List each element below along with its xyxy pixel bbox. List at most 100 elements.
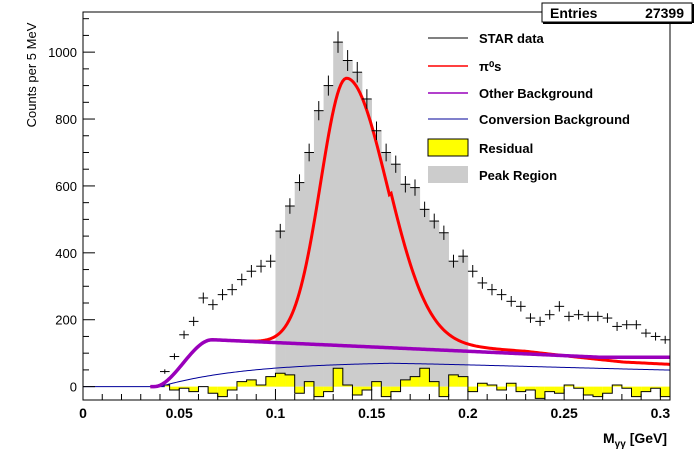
data-point [593, 311, 603, 322]
y-tick-label: 0 [70, 380, 77, 395]
peak-bar [323, 85, 334, 387]
legend-item-peak-region: Peak Region [428, 166, 557, 183]
peak-bar [304, 152, 315, 387]
residual-bar [612, 384, 622, 387]
residual-bar [516, 386, 526, 392]
residual-bar [371, 381, 382, 387]
data-point [390, 155, 401, 173]
data-point [506, 295, 517, 307]
data-point [294, 174, 305, 191]
residual-bar [313, 386, 324, 397]
data-point [371, 121, 382, 140]
x-tick-label: 0.25 [551, 405, 578, 421]
residual-bar [275, 373, 286, 387]
y-axis-ticks: 0 200 400 600 800 1000 [48, 18, 95, 395]
residual-bar [650, 386, 661, 389]
residual-bar [285, 374, 295, 387]
data-point [458, 249, 468, 263]
residual-bar [477, 383, 488, 387]
residual-bar [544, 386, 555, 392]
peak-bar [419, 209, 430, 387]
x-axis-label: Mγγ [GeV] [603, 430, 667, 450]
data-point [448, 254, 459, 268]
stats-box: Entries 27399 [541, 2, 694, 24]
residual-bar [602, 386, 613, 394]
residual-bar [660, 386, 670, 397]
stats-entries-value: 27399 [645, 5, 684, 21]
peak-bar [313, 110, 324, 387]
data-point [544, 309, 555, 320]
data-point [467, 265, 478, 278]
residual-bar [390, 386, 401, 392]
residual-bar [525, 386, 536, 390]
residual-bar [458, 376, 468, 387]
legend-item-star-data: STAR data [428, 31, 545, 46]
data-point [275, 223, 286, 239]
data-point [612, 321, 622, 331]
residual-bar [419, 368, 430, 387]
residual-bar [256, 384, 266, 387]
data-point [660, 335, 670, 344]
residual-bar [352, 386, 363, 395]
data-point [564, 311, 574, 322]
residual-bar [294, 386, 305, 394]
data-point [313, 101, 324, 121]
data-point [323, 75, 334, 96]
legend-label-residual: Residual [479, 141, 533, 156]
star-data-points [159, 31, 670, 374]
data-point [217, 289, 228, 301]
data-point [535, 316, 545, 327]
residual-bar [593, 386, 603, 397]
data-point [265, 254, 276, 268]
data-point [362, 89, 372, 109]
residual-bar [535, 386, 545, 399]
data-point [381, 143, 391, 162]
legend-item-pi0s: π⁰s [428, 59, 501, 74]
peak-bar [458, 256, 469, 387]
legend-label-other-background: Other Background [479, 86, 593, 101]
data-point [236, 273, 247, 286]
data-point [650, 332, 661, 341]
legend-item-other-background: Other Background [428, 86, 593, 101]
y-tick-label: 800 [55, 112, 77, 127]
peak-bar [294, 182, 305, 387]
data-point [227, 283, 237, 296]
peak-bar [342, 60, 353, 387]
x-tick-label: 0 [79, 405, 87, 421]
data-point [602, 313, 613, 323]
data-point [208, 299, 218, 310]
y-axis-label: Counts per 5 MeV [24, 22, 39, 127]
data-point [198, 292, 209, 304]
fit-curves [150, 76, 671, 389]
x-tick-label: 0.1 [266, 405, 286, 421]
data-point [487, 283, 497, 296]
x-tick-label: 0.15 [358, 405, 385, 421]
legend-label-pi0s: π⁰s [479, 59, 501, 74]
residual-bar [208, 386, 218, 394]
residual-bar [304, 381, 314, 387]
data-point [179, 330, 189, 339]
peak-bar [275, 231, 286, 387]
residual-histogram [83, 367, 670, 399]
data-point [304, 143, 314, 162]
residual-bar [217, 386, 228, 397]
residual-bar [179, 386, 189, 389]
legend-label-conversion-background: Conversion Background [479, 112, 630, 127]
residual-bar [448, 374, 459, 387]
residual-outline [159, 367, 670, 399]
x-tick-label: 0.05 [166, 405, 193, 421]
peak-bar [381, 152, 392, 387]
x-axis-ticks: 0 0.05 0.1 0.15 0.2 0.25 0.3 [79, 389, 670, 421]
data-point [400, 176, 411, 193]
data-point [525, 313, 536, 323]
y-tick-label: 1000 [48, 45, 77, 60]
residual-bar [246, 379, 257, 387]
residual-bar [641, 386, 651, 392]
data-point [621, 320, 632, 330]
data-point [496, 289, 507, 301]
legend: STAR data π⁰s Other Background Conversio… [422, 26, 668, 194]
data-point [419, 201, 430, 218]
residual-bar [342, 384, 353, 387]
residual-bar [265, 376, 276, 387]
